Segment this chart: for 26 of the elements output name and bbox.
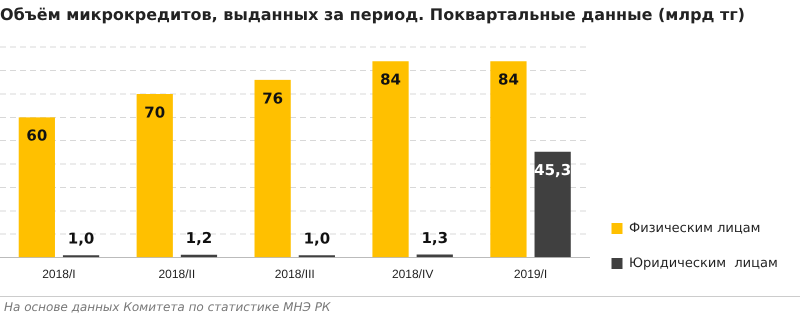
data-label: 1,2 (186, 229, 212, 248)
chart-title: Объём микрокредитов, выданных за период. Поквартальные данные (млрд тг) (0, 4, 745, 24)
x-tick-label: 2018/II (158, 267, 196, 282)
data-label: 1,0 (68, 230, 94, 248)
data-label: 84 (380, 70, 401, 89)
x-tick-label: 2018/IV (392, 267, 434, 282)
data-label: 84 (498, 70, 519, 89)
text: На основе данных Комитета по статистике МНЭ РК (4, 300, 330, 314)
x-tick-label: 2019/I (514, 267, 548, 282)
data-label: 1,3 (421, 228, 448, 247)
data-label: 1,0 (304, 230, 330, 248)
bar (490, 61, 527, 258)
data-label: 45,3 (534, 161, 572, 180)
bar (254, 80, 291, 258)
legend-label: Физическим лицам (629, 220, 760, 236)
data-label: 70 (144, 103, 166, 122)
bar (372, 61, 409, 258)
data-label: 60 (26, 126, 48, 145)
legend-label: Юридическим лицам (629, 256, 778, 271)
bar (416, 254, 453, 258)
data-label: 76 (262, 89, 284, 108)
bar (534, 152, 571, 258)
bar (18, 117, 55, 258)
bar (136, 94, 173, 258)
x-tick-label: 2018/I (42, 267, 76, 282)
x-tick-label: 2018/III (274, 267, 315, 282)
